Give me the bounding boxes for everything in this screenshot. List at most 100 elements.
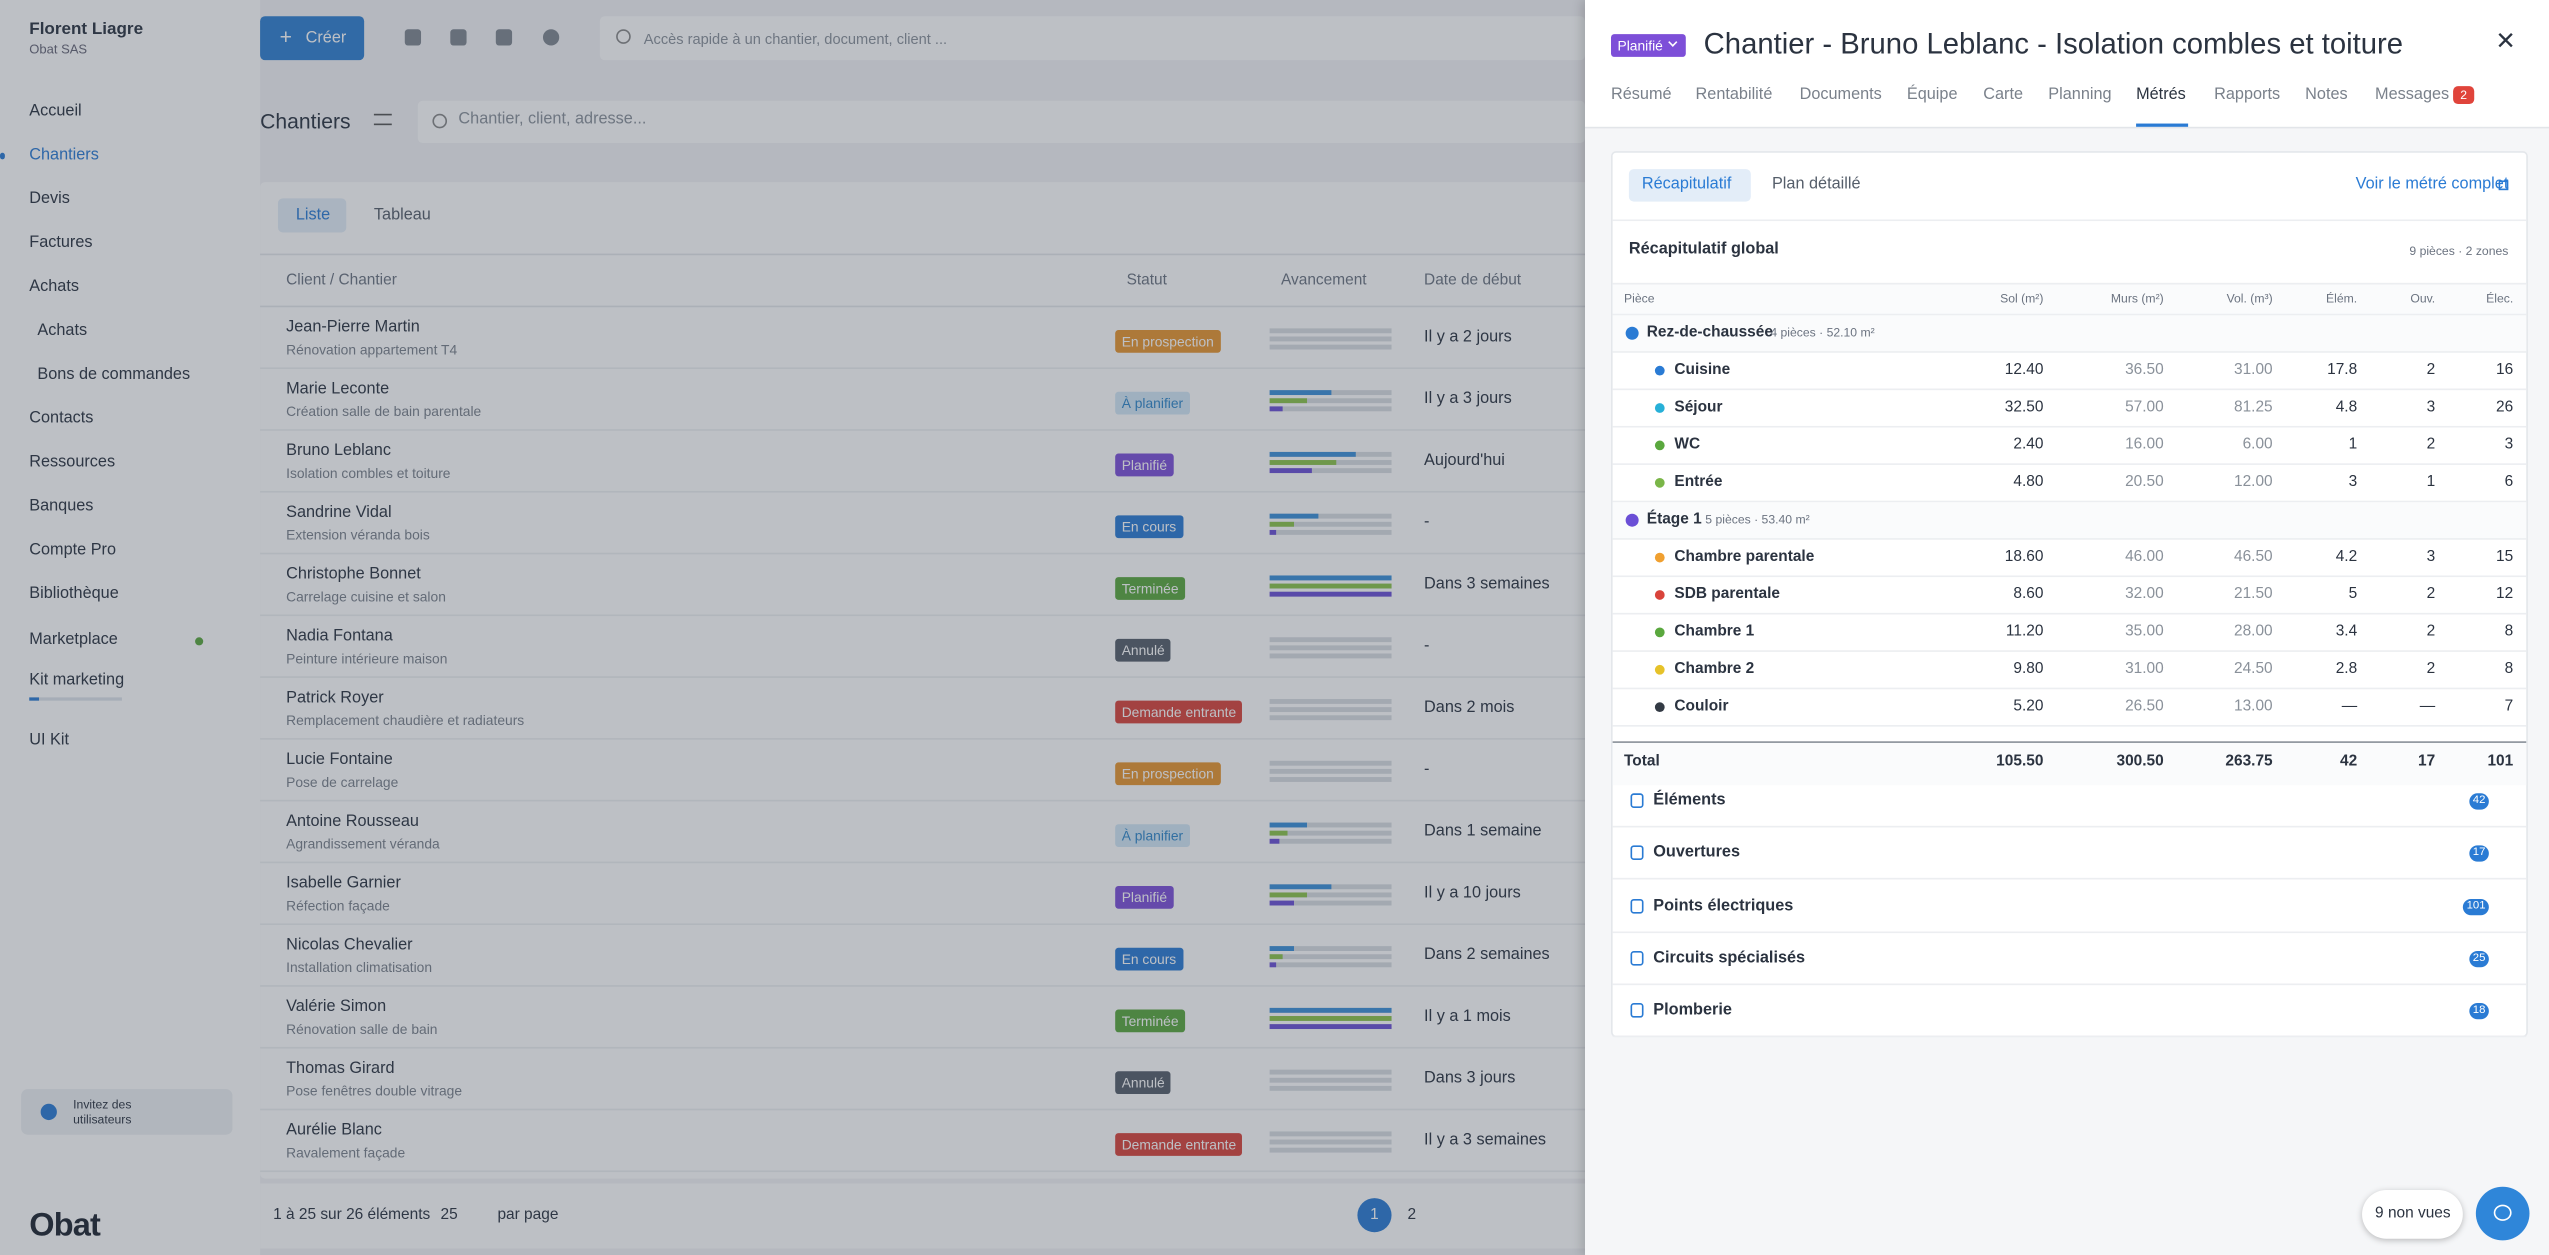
- nav-item[interactable]: Kit marketing: [29, 671, 125, 690]
- room-value: 26.50: [2125, 697, 2164, 716]
- row-hit[interactable]: [260, 369, 1610, 431]
- row-hit[interactable]: [260, 678, 1610, 740]
- nav-item[interactable]: Compte Pro: [29, 541, 117, 560]
- accordion[interactable]: [1612, 985, 2527, 1038]
- panel-status-badge[interactable]: Planifié: [1611, 34, 1686, 57]
- global-search[interactable]: [599, 16, 1585, 61]
- room-row[interactable]: [1612, 614, 2527, 652]
- subtab[interactable]: Récapitulatif: [1641, 175, 1732, 194]
- close-button[interactable]: ✕: [2495, 27, 2516, 56]
- row-hit[interactable]: [260, 616, 1610, 678]
- nav-item[interactable]: Bons de commandes: [37, 365, 191, 384]
- row-hit[interactable]: [260, 431, 1610, 493]
- subtab[interactable]: Plan détaillé: [1771, 175, 1861, 194]
- row-hit[interactable]: [260, 740, 1610, 802]
- panel-title: Chantier - Bruno Leblanc - Isolation com…: [1703, 27, 2404, 61]
- row-hit[interactable]: [260, 554, 1610, 617]
- panel-tab[interactable]: Carte: [1983, 86, 2024, 105]
- list-search[interactable]: [417, 100, 1585, 144]
- row-hit[interactable]: [260, 1110, 1610, 1173]
- row-hit[interactable]: [260, 801, 1610, 864]
- nav-item[interactable]: UI Kit: [29, 731, 70, 750]
- nav-item[interactable]: Accueil: [29, 102, 82, 121]
- start-date: -: [1424, 760, 1430, 779]
- toolbar-icon[interactable]: [542, 29, 560, 46]
- row-hit[interactable]: [260, 925, 1610, 987]
- nav-item[interactable]: Marketplace: [29, 630, 118, 649]
- panel-tab[interactable]: Rapports: [2214, 86, 2281, 105]
- row-hit[interactable]: [260, 307, 1610, 370]
- row-hit[interactable]: [260, 863, 1610, 925]
- panel-tab[interactable]: Planning: [2048, 86, 2112, 105]
- page-number[interactable]: 1: [1370, 1206, 1379, 1225]
- create-label[interactable]: Créer: [305, 29, 347, 48]
- progress-track: [1269, 529, 1392, 535]
- room-name: Séjour: [1674, 398, 1723, 417]
- panel-tab[interactable]: Messages: [2375, 86, 2450, 105]
- toolbar-icon[interactable]: [495, 29, 513, 46]
- panel-tab[interactable]: Rentabilité: [1695, 86, 1773, 105]
- nav-item[interactable]: Contacts: [29, 409, 94, 428]
- unread-pill[interactable]: 9 non vues: [2362, 1189, 2464, 1239]
- page-number[interactable]: 2: [1407, 1206, 1417, 1225]
- toolbar-icon[interactable]: [404, 29, 422, 46]
- row-hit[interactable]: [260, 493, 1610, 555]
- room-row[interactable]: [1612, 689, 2527, 727]
- panel-tab[interactable]: Résumé: [1611, 86, 1672, 105]
- nav-item[interactable]: Achats: [29, 277, 79, 296]
- accordion[interactable]: [1612, 775, 2527, 828]
- room-row[interactable]: [1612, 577, 2527, 615]
- start-date: -: [1424, 513, 1430, 532]
- nav-item[interactable]: Devis: [29, 190, 70, 209]
- create-button[interactable]: [260, 16, 365, 61]
- toolbar-icon[interactable]: [450, 29, 467, 46]
- per-page-select[interactable]: 25: [440, 1206, 458, 1225]
- table-header: Ouv.: [2410, 290, 2436, 306]
- filter-icon[interactable]: [373, 113, 392, 126]
- progress-fill: [1269, 954, 1282, 959]
- client-name: Christophe Bonnet: [286, 565, 421, 584]
- room-row[interactable]: [1612, 465, 2527, 503]
- room-value: 2.40: [2013, 435, 2044, 454]
- nav-item[interactable]: Factures: [29, 234, 93, 252]
- nav-item[interactable]: Achats: [37, 321, 88, 340]
- room-name: WC: [1674, 435, 1701, 454]
- panel-tab[interactable]: Équipe: [1906, 86, 1958, 105]
- progress-track: [1269, 900, 1392, 905]
- room-row[interactable]: [1612, 353, 2527, 391]
- room-row[interactable]: [1612, 390, 2527, 428]
- external-icon: [2498, 180, 2509, 191]
- client-name: Antoine Rousseau: [286, 812, 419, 831]
- page-title: Chantiers: [260, 108, 351, 134]
- room-row[interactable]: [1612, 652, 2527, 690]
- panel-tab[interactable]: Notes: [2305, 86, 2348, 105]
- panel-tab[interactable]: Documents: [1799, 86, 1882, 105]
- progress-fill: [1269, 529, 1276, 535]
- project-name: Pose fenêtres double vitrage: [286, 1082, 463, 1099]
- panel-tab[interactable]: Métrés: [2136, 86, 2186, 105]
- list-tab[interactable]: Tableau: [373, 206, 431, 225]
- nav-item[interactable]: Ressources: [29, 453, 116, 472]
- accordion[interactable]: [1612, 880, 2527, 933]
- room-row[interactable]: [1612, 428, 2527, 465]
- room-row[interactable]: [1612, 540, 2527, 578]
- room-value: 8.60: [2013, 585, 2044, 604]
- nav-item[interactable]: Banques: [29, 497, 94, 516]
- status-badge: Planifié: [1115, 453, 1174, 477]
- client-name: Jean-Pierre Martin: [286, 318, 420, 337]
- room-value: 4.2: [2335, 547, 2358, 566]
- accordion[interactable]: [1612, 828, 2527, 880]
- full-metre-link[interactable]: Voir le métré complet: [2355, 175, 2509, 194]
- nav-item[interactable]: Bibliothèque: [29, 585, 119, 604]
- progress-track: [1269, 822, 1392, 827]
- progress-fill: [1269, 1007, 1392, 1012]
- row-hit[interactable]: [260, 987, 1610, 1049]
- room-value: 28.00: [2233, 622, 2273, 641]
- nav-item[interactable]: Chantiers: [29, 146, 99, 165]
- list-tab[interactable]: Liste: [295, 206, 331, 225]
- zone-summary: 4 pièces · 52.10 m²: [1770, 325, 1875, 340]
- progress-track: [1269, 1069, 1392, 1074]
- row-hit[interactable]: [260, 1049, 1610, 1111]
- accordion[interactable]: [1612, 933, 2527, 985]
